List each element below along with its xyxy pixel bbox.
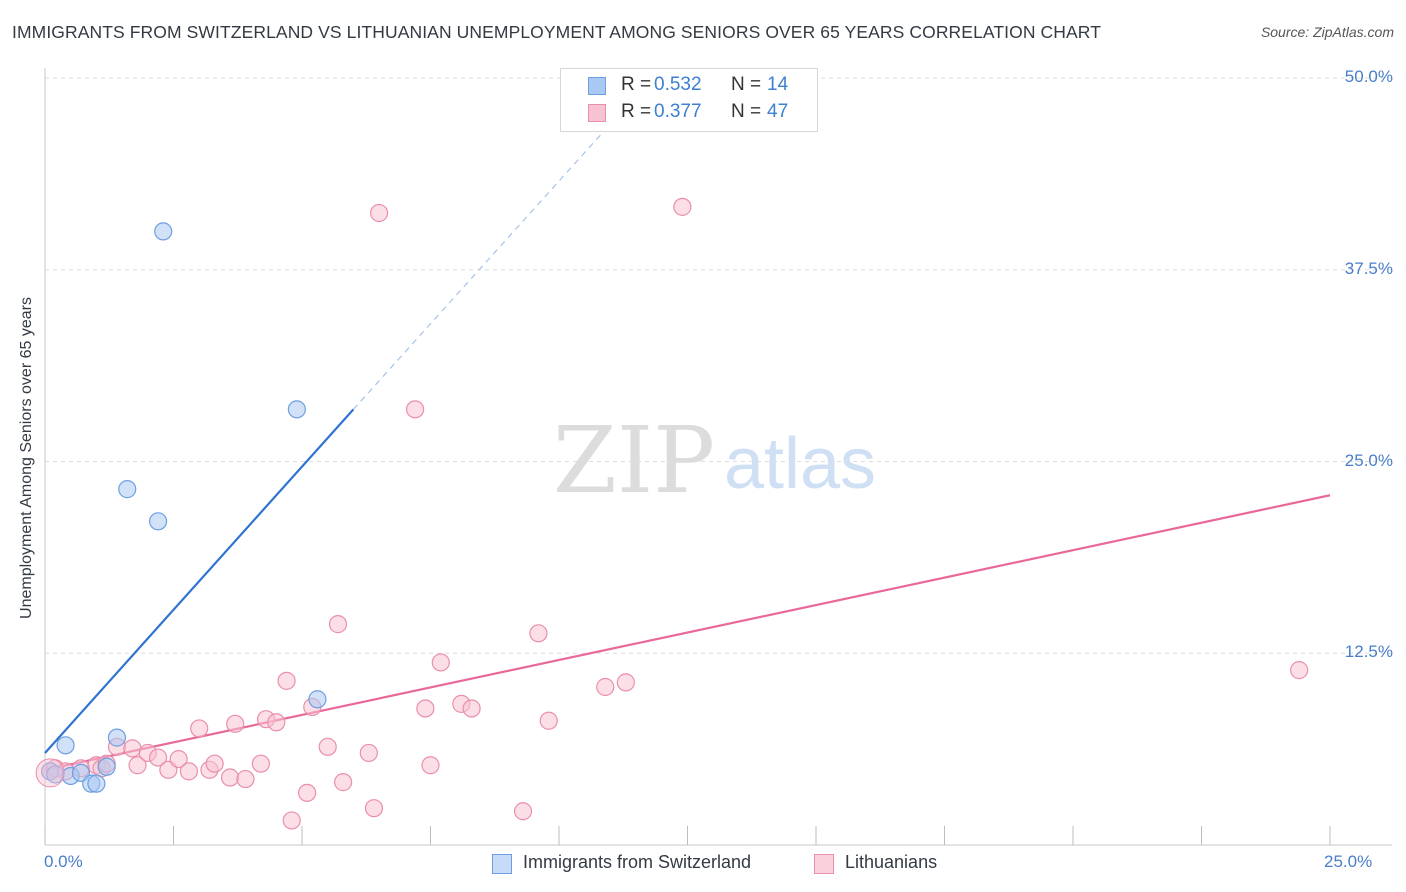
point-lithuanians [673,197,692,216]
correlation-legend: R = 0.532 N = 14 R = 0.377 N = 47 [560,68,818,132]
legend-r-label: R = [621,74,652,95]
point-lithuanians [539,711,558,730]
point-switzerland [154,222,173,241]
point-lithuanians [359,743,378,763]
axes [44,68,1392,846]
y-tick-label: 25.0% [1344,450,1393,470]
point-lithuanians [334,773,353,792]
point-lithuanians [226,714,245,733]
legend-swatch-blue [588,77,606,95]
point-lithuanians [277,671,296,690]
y-tick-label: 50.0% [1344,67,1393,86]
legend-swatch-pink [588,104,606,122]
source-label: Source: ZipAtlas.com [1260,24,1394,40]
point-lithuanians [596,677,615,697]
point-lithuanians [190,719,209,738]
watermark-zip: ZIP [553,407,715,514]
bottom-legend-label-switzerland: Immigrants from Switzerland [523,852,752,872]
point-switzerland [287,400,306,419]
bottom-legend-swatch-switzerland [492,854,512,874]
legend-row-switzerland: R = 0.532 N = 14 [561,74,817,100]
point-lithuanians [282,811,301,830]
point-lithuanians [169,749,188,769]
legend-r-label: R = [621,101,652,122]
point-lithuanians [148,748,168,767]
point-lithuanians [328,615,348,634]
point-switzerland [148,512,168,531]
point-lithuanians [421,756,440,775]
legend-row-lithuanians: R = 0.377 N = 47 [561,101,817,127]
point-switzerland [308,690,327,709]
point-cluster [35,758,65,788]
trend-line-extension [352,123,611,410]
point-lithuanians [236,769,255,789]
point-lithuanians [179,762,199,781]
watermark-atlas: atlas [724,424,876,504]
point-lithuanians [513,802,533,821]
point-lithuanians [220,768,240,787]
data-points [35,197,1309,830]
point-lithuanians [529,624,548,643]
point-switzerland [97,757,116,776]
x-tick-min: 0.0% [44,852,83,871]
bottom-legend-label-lithuanians: Lithuanians [845,852,938,872]
point-lithuanians [205,754,224,773]
point-lithuanians [370,203,389,223]
x-tick-max: 25.0% [1324,852,1373,871]
point-lithuanians [1290,661,1309,680]
legend-n-label: N = [731,101,762,122]
legend-r-value: 0.377 [654,101,702,122]
point-lithuanians [251,754,270,773]
chart-title: IMMIGRANTS FROM SWITZERLAND VS LITHUANIA… [12,22,1102,42]
point-lithuanians [616,673,635,692]
point-lithuanians [128,756,147,775]
point-lithuanians [123,739,142,758]
y-tick-label: 37.5% [1344,258,1393,278]
bottom-legend-swatch-lithuanians [814,854,834,874]
point-lithuanians [405,400,425,419]
grid-lines [45,77,1392,654]
point-lithuanians [431,653,450,672]
trend-line-switzerland [44,408,355,754]
point-lithuanians [267,713,286,732]
point-lithuanians [318,737,337,756]
point-switzerland [87,774,106,793]
point-lithuanians [416,699,435,718]
point-switzerland [107,728,127,747]
point-switzerland [118,480,137,499]
point-switzerland [56,736,75,755]
point-lithuanians [364,799,384,818]
point-lithuanians [298,783,317,802]
legend-n-value: 47 [767,101,789,122]
legend-n-value: 14 [767,74,789,95]
point-lithuanians [462,699,481,718]
y-tick-label: 12.5% [1344,642,1393,662]
legend-n-label: N = [731,74,762,95]
legend-r-value: 0.532 [654,74,702,95]
